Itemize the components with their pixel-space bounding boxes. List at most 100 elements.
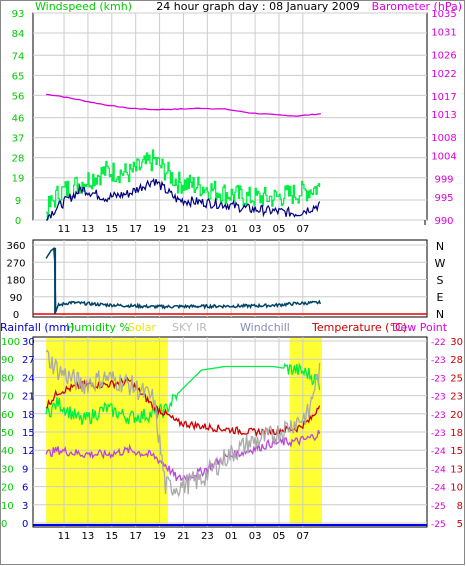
panel1-x-label: 13 [82,224,95,235]
barometer-tick-label: 1017 [431,92,456,103]
panel3-x-label: 11 [58,531,71,542]
far-right-tick-label: -23 [431,374,446,384]
windspeed-tick-label: 37 [12,134,25,145]
barometer-tick-label: 995 [434,193,453,204]
far-right-tick-label: -24 [431,465,446,475]
panel3-x-label: 13 [82,531,95,542]
panel3-x-label: 19 [153,531,166,542]
rain-tick-label: 6 [22,483,28,494]
panel1-x-label: 05 [273,224,286,235]
compass-letter: W [435,257,446,270]
temp-tick-label: 10 [450,483,463,494]
panel1-x-label: 19 [153,224,166,235]
panel3-x-label: 07 [296,531,309,542]
far-right-tick-label: -25 [431,520,446,530]
humidity-tick-label: 30 [1,464,14,475]
humidity-tick-label: 70 [1,392,14,403]
legend-entry: Solar [128,321,157,334]
panel1-x-label: 17 [129,224,142,235]
rain-tick-label: 27 [22,355,35,366]
wind-direction-line [45,246,322,313]
far-right-tick-label: -24 [431,447,446,457]
panel3-x-label: 01 [225,531,238,542]
barometer-ticks: 1035 1031 1026 1022 1017 1013 1008 1004 999 995 99… [431,9,456,227]
far-right-tick-label: -23 [431,393,446,403]
panel3-x-ticks: 11 13 15 17 19 21 23 01 03 05 07 [58,531,310,542]
rain-tick-label: 3 [22,501,28,512]
temp-tick-label: 13 [450,464,463,475]
panel1-x-label: 15 [105,224,118,235]
humidity-tick-label: 80 [1,373,14,384]
humidity-tick-label: 90 [1,355,14,366]
barometer-tick-label: 1008 [431,133,456,144]
panel1-series-line [46,178,321,221]
panel3-x-label: 15 [105,531,118,542]
panel3-x-label: 05 [273,531,286,542]
panel1-x-label: 11 [58,224,71,235]
panel1-series [46,93,321,221]
temp-tick-label: 20 [450,410,463,421]
far-right-tick-label: -23 [431,411,446,421]
rain-tick-label: 21 [22,392,35,403]
temp-tick-label: 8 [457,501,463,512]
rain-tick-label: 0 [22,519,28,530]
panel1-x-label: 01 [225,224,238,235]
windspeed-tick-label: 56 [12,91,25,102]
far-right-tick-label: -23 [431,356,446,366]
panel1-series-line [46,93,321,117]
panel1-series-line [46,149,321,220]
legend-entry: Humidity % [66,321,130,334]
temp-tick-label: 30 [450,337,463,348]
direction-tick-label: 360 [6,241,25,252]
legend-entry: Windchill [240,321,290,334]
windspeed-tick-label: 93 [12,9,25,20]
far-right-tick-label: -25 [431,502,446,512]
compass-letter: N [436,240,444,253]
windspeed-tick-label: 46 [12,114,25,125]
rain-tick-label: 9 [22,464,28,475]
temp-tick-label: 23 [450,392,463,403]
panel3-series-line [45,349,321,498]
panel3-legend: Rainfall (mm)Humidity %Solar SKY IR Windch… [0,321,448,334]
panel2-series [45,246,322,314]
panel3-x-label: 03 [249,531,262,542]
far-right-tick-label: -22 [431,338,446,348]
rain-tick-label: 30 [22,337,35,348]
legend-entry: SKY IR [172,321,207,334]
panel3-x-label: 21 [177,531,190,542]
rain-tick-label: 24 [22,373,35,384]
panel1-x-label: 03 [249,224,262,235]
chart-title: 24 hour graph day : 08 January 2009 [156,0,360,13]
barometer-tick-label: 1035 [431,9,456,20]
barometer-tick-label: 999 [434,175,453,186]
far-right-tick-label: -23 [431,429,446,439]
panel3-x-label: 23 [201,531,214,542]
panel1-grid [33,12,427,221]
barometer-tick-label: 1031 [431,27,456,38]
rain-tick-label: 12 [22,446,35,457]
barometer-axis-label: Barometer (hPa) [372,0,462,13]
compass-letter: E [437,291,444,304]
windspeed-tick-label: 28 [12,154,25,165]
windspeed-tick-label: 84 [12,29,25,40]
barometer-tick-label: 1013 [431,110,456,121]
barometer-tick-label: 1026 [431,50,456,61]
windspeed-tick-label: 65 [12,71,25,82]
panel1-frame [32,12,428,221]
humidity-tick-label: 40 [1,446,14,457]
direction-tick-label: 90 [10,293,23,304]
barometer-tick-label: 1022 [431,69,456,80]
panel2-grid [33,240,427,317]
panel1-x-ticks: 11 13 15 17 19 21 23 01 03 05 07 [58,220,426,235]
humidity-tick-label: 10 [1,501,14,512]
temp-tick-label: 15 [450,446,463,457]
windspeed-tick-label: 9 [15,196,21,207]
direction-ticks: 360 270 180 90 0 [6,241,25,321]
humidity-tick-label: 0 [1,519,7,530]
humidity-tick-label: 50 [1,428,14,439]
